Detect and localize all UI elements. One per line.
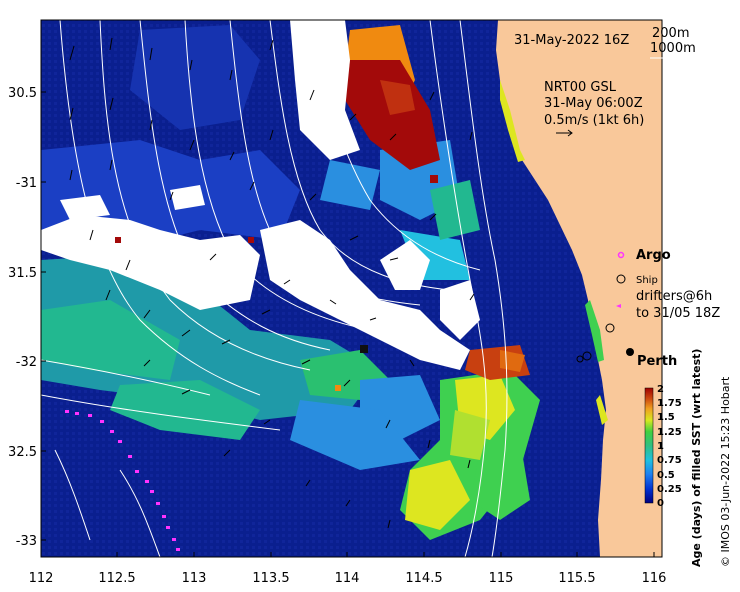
y-tick-33: -33	[16, 534, 37, 549]
ship-track	[576, 323, 615, 363]
y-tick-30-5: 30.5	[8, 86, 37, 101]
y-tick-31: -31	[16, 176, 37, 191]
perth-marker	[626, 348, 634, 356]
colorbar-tick-1-5: 1.5	[657, 412, 675, 423]
current-scale-arrowhead	[567, 129, 573, 137]
x-tick-115-5: 115.5	[558, 571, 595, 586]
current-scale-label: 0.5m/s (1kt 6h)	[544, 113, 644, 128]
isobath-contours	[41, 20, 508, 557]
argo-marker	[617, 251, 625, 259]
colorbar-tick-2: 2	[657, 384, 664, 395]
x-tick-112-5: 112.5	[98, 571, 135, 586]
ship-marker	[616, 274, 626, 284]
map-panel	[41, 20, 662, 557]
y-tick-32: -32	[16, 355, 37, 370]
x-tick-113: 113	[182, 571, 207, 586]
current-time-label: 31-May 06:00Z	[544, 96, 643, 111]
y-tick-32-5: 32.5	[8, 445, 37, 460]
x-tick-114: 114	[335, 571, 360, 586]
drifters-legend-label-2: to 31/05 18Z	[636, 306, 720, 321]
colorbar-tick-0: 0	[657, 498, 664, 509]
perth-label: Perth	[637, 354, 677, 369]
drifters-legend-label-1: drifters@6h	[636, 289, 712, 304]
isobath-label-1000m: 1000m	[650, 41, 696, 56]
colorbar-tick-1: 1	[657, 441, 664, 452]
x-tick-labels: 112 112.5 113 113.5 114 114.5 115 115.5 …	[29, 571, 667, 586]
x-tick-116: 116	[642, 571, 667, 586]
coastal-strip	[500, 80, 525, 162]
colorbar-tick-0-5: 0.5	[657, 470, 675, 481]
map-frame	[40, 19, 663, 558]
colorbar-tick-1-75: 1.75	[657, 398, 682, 409]
colorbar	[644, 387, 654, 504]
colorbar-tick-0-75: 0.75	[657, 455, 682, 466]
credit-label: © IMOS 03-Jun-2022 15:23 Hobart	[719, 376, 732, 567]
axis-ticks	[40, 91, 655, 557]
drifter-tracks	[65, 410, 180, 551]
colorbar-tick-0-25: 0.25	[657, 484, 682, 495]
x-tick-115: 115	[489, 571, 514, 586]
x-tick-112: 112	[29, 571, 54, 586]
x-tick-114-5: 114.5	[405, 571, 442, 586]
land-mass	[496, 20, 662, 557]
y-tick-31-5: 31.5	[8, 266, 37, 281]
drifter-marker	[616, 304, 621, 308]
colorbar-title: Age (days) of filled SST (wrt latest)	[690, 349, 703, 567]
y-tick-labels: 30.5 -31 31.5 -32 32.5 -33	[8, 86, 37, 549]
timestamp-label: 31-May-2022 16Z	[514, 33, 629, 48]
x-tick-113-5: 113.5	[252, 571, 289, 586]
argo-legend-label: Argo	[636, 248, 671, 263]
current-product-label: NRT00 GSL	[544, 80, 617, 95]
colorbar-tick-1-25: 1.25	[657, 427, 682, 438]
current-vectors	[69, 37, 475, 529]
ship-legend-label: Ship	[636, 275, 658, 286]
isobath-label-200m: 200m	[652, 26, 689, 41]
colorbar-ticks: 2 1.75 1.5 1.25 1 0.75 0.5 0.25 0	[657, 384, 682, 509]
